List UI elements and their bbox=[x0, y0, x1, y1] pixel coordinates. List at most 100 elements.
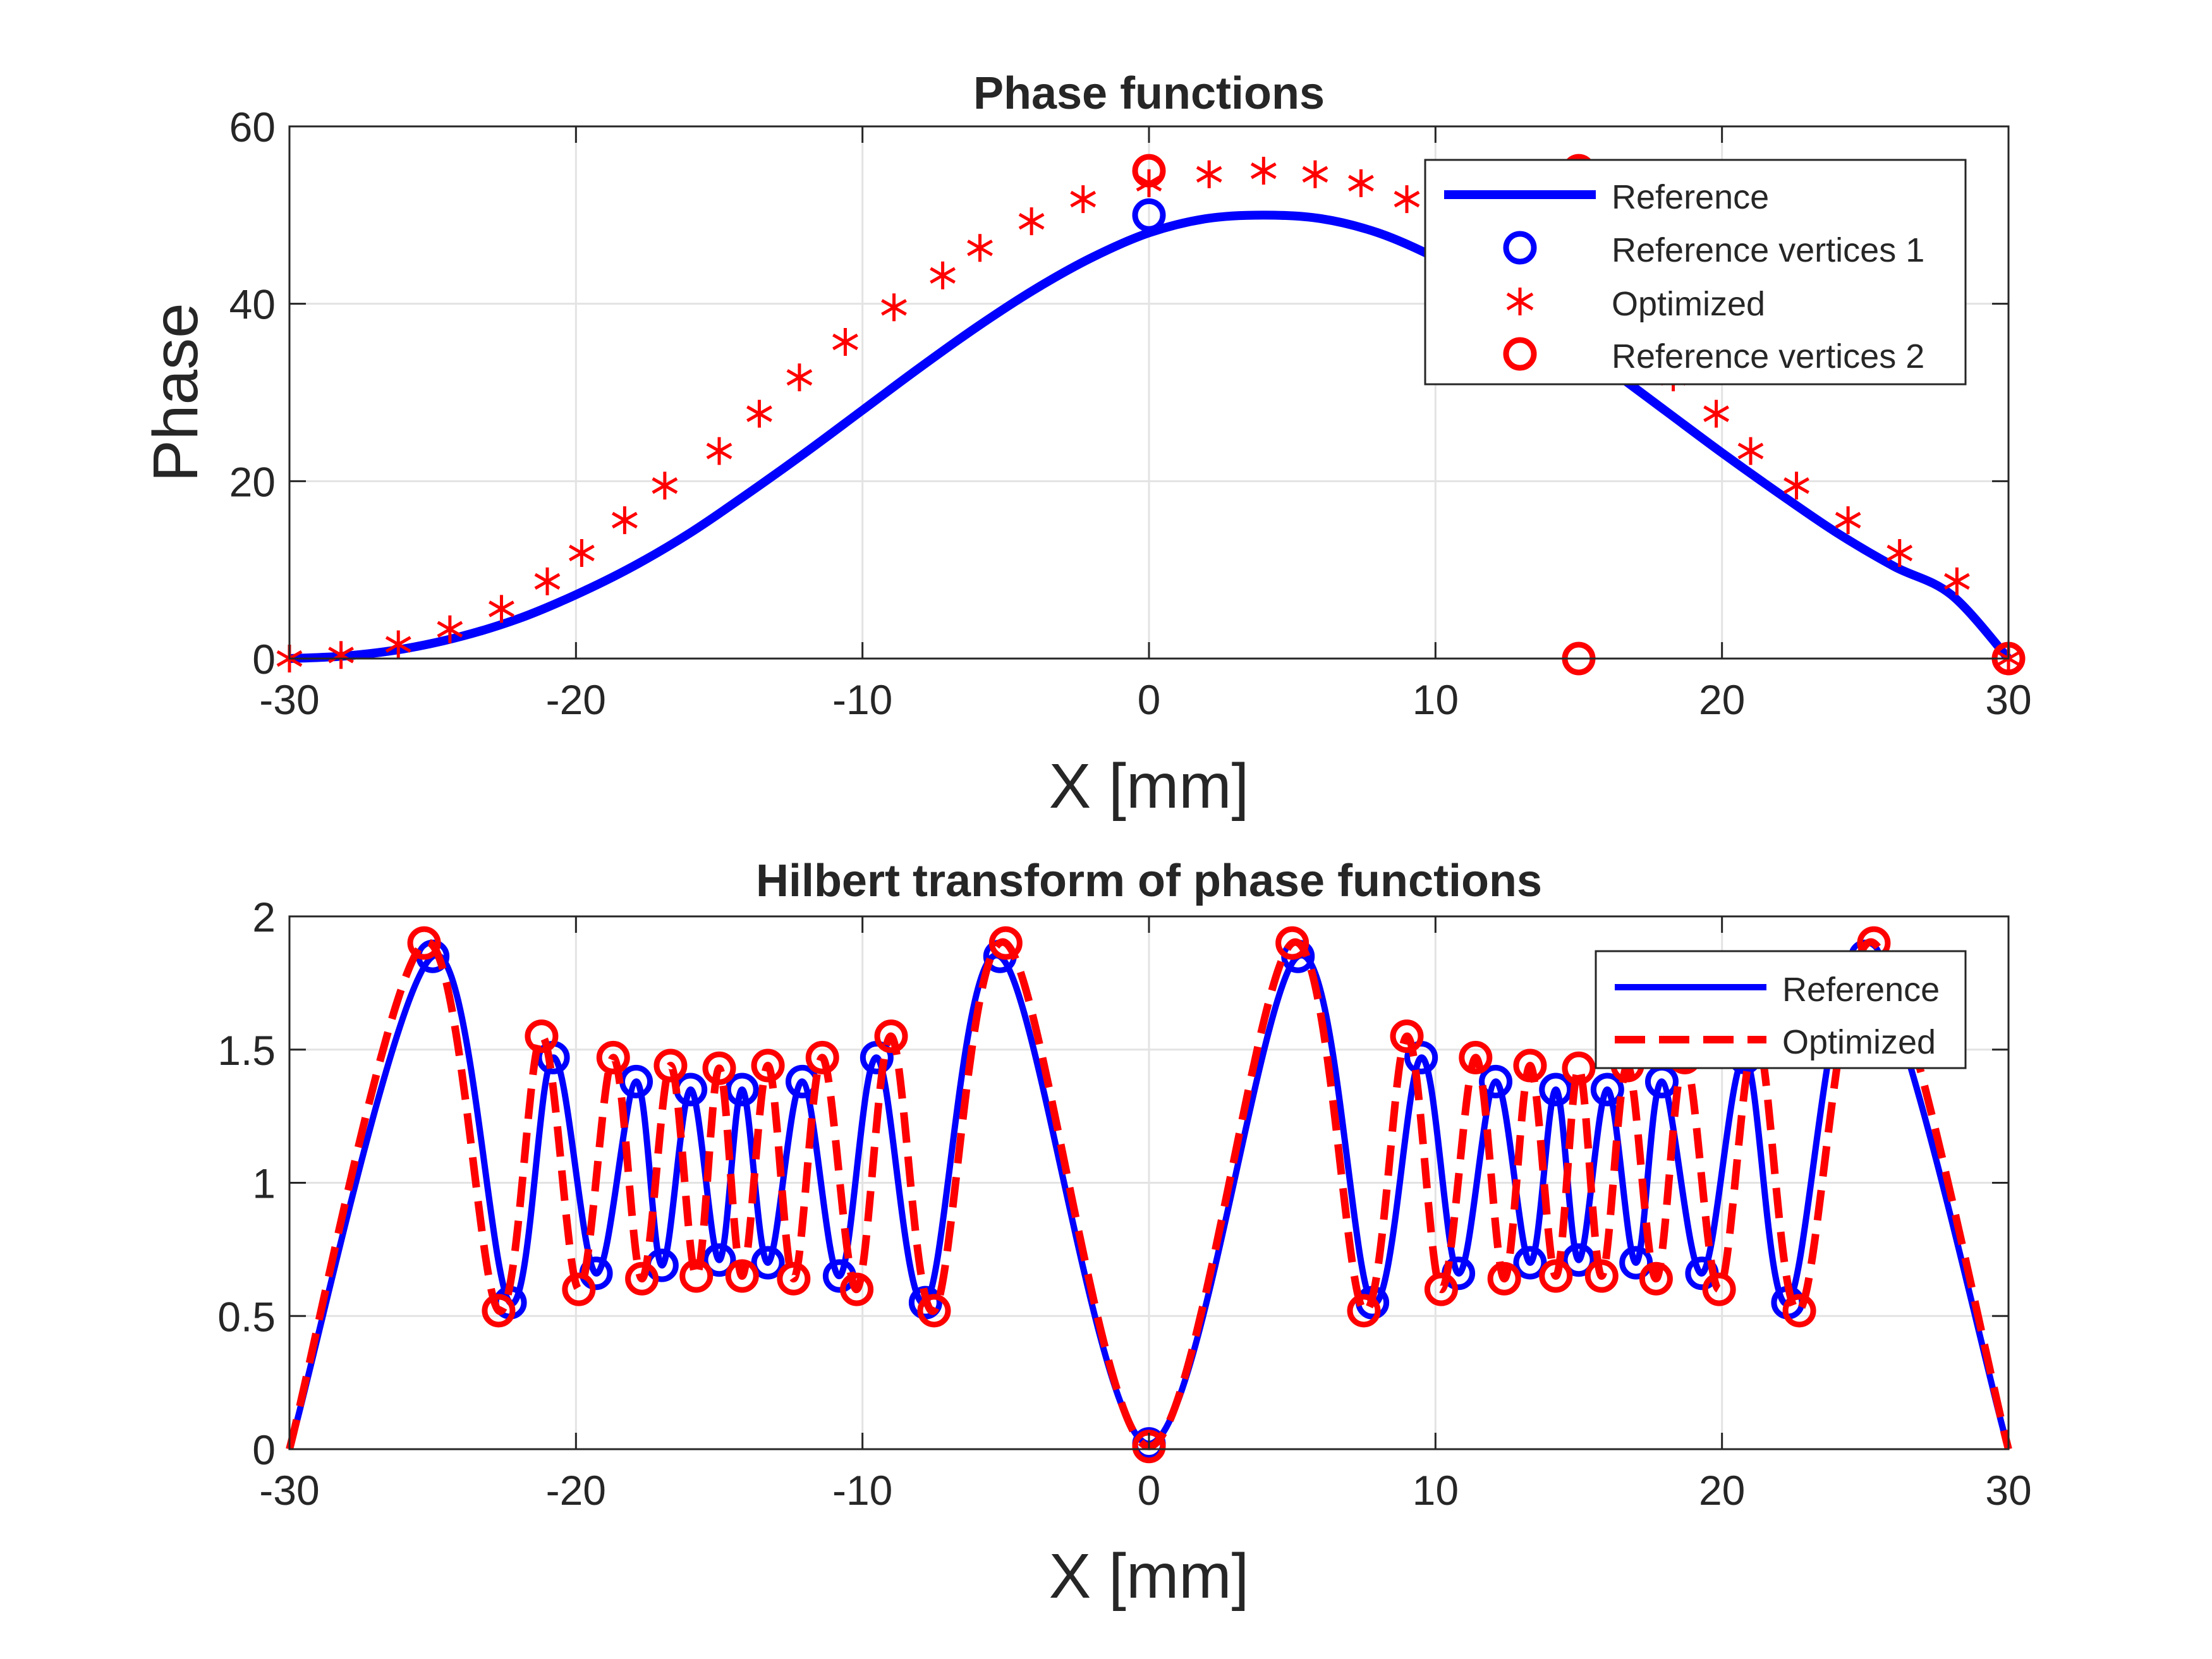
top-x-tick-label: -20 bbox=[546, 676, 606, 723]
bottom-x-tick-label: 30 bbox=[1985, 1467, 2031, 1514]
bottom-series-reference-vertices-point bbox=[1513, 1246, 1547, 1280]
bottom-series-reference-vertices-point bbox=[908, 1285, 942, 1320]
bottom-series-optimized-vertices-point bbox=[625, 1261, 659, 1296]
legend-swatch-optimized-asterisk bbox=[1506, 288, 1534, 315]
bottom-y-tick-label: 1.5 bbox=[217, 1027, 276, 1074]
top-series-optimized-point bbox=[1302, 160, 1328, 188]
bottom-series-optimized-vertices-point bbox=[1513, 1048, 1547, 1083]
top-series-optimized-point bbox=[930, 261, 956, 289]
top-series-optimized-point bbox=[1737, 437, 1764, 465]
top-series-optimized-point bbox=[1835, 506, 1861, 535]
bottom-series-reference-vertices-point bbox=[1539, 1073, 1573, 1107]
top-series-optimized-point bbox=[534, 567, 561, 595]
bottom-series-optimized-vertices-point bbox=[679, 1259, 714, 1293]
top-series-optimized-point bbox=[1703, 399, 1729, 428]
top-x-tick-label: 10 bbox=[1413, 676, 1459, 723]
top-series-reference-vertices-2-point bbox=[1132, 154, 1166, 188]
legend-swatch-ref-vertices-1 bbox=[1503, 231, 1537, 265]
bottom-series-reference-vertices-point bbox=[1562, 1243, 1596, 1277]
bottom-series-optimized-vertices-point bbox=[805, 1040, 839, 1074]
bottom-y-tick-label: 2 bbox=[252, 894, 276, 940]
bottom-x-tick-label: -30 bbox=[259, 1467, 319, 1514]
top-chart-title: Phase functions bbox=[973, 68, 1325, 119]
bottom-series-optimized-vertices-point bbox=[1584, 1259, 1619, 1293]
top-y-axis-label: Phase bbox=[140, 303, 211, 482]
bottom-series-optimized-vertices-point bbox=[1347, 1294, 1381, 1328]
bottom-series-optimized-vertices-point bbox=[1390, 1019, 1424, 1054]
legend-swatch-ref-vertices-2 bbox=[1503, 337, 1537, 371]
top-y-tick-label: 60 bbox=[229, 104, 276, 150]
legend-label-bottom-optimized: Optimized bbox=[1782, 1023, 1936, 1061]
bottom-ticks: -30 -20 -10 0 10 20 30 0 0.5 1 1.5 2 bbox=[217, 894, 2031, 1514]
top-x-axis-label: X [mm] bbox=[1049, 751, 1249, 822]
bottom-series-optimized-vertices-point bbox=[988, 926, 1023, 960]
bottom-series-optimized-vertices-point bbox=[1702, 1272, 1736, 1306]
bottom-series-optimized-vertices-point bbox=[1424, 1272, 1458, 1306]
top-series-reference-line bbox=[289, 210, 2012, 663]
bottom-series-optimized-vertices-point bbox=[596, 1040, 630, 1074]
bottom-series-optimized-vertices-point bbox=[562, 1272, 596, 1306]
bottom-series-reference-vertices-point bbox=[1479, 1064, 1513, 1098]
bottom-series-optimized-vertices-point bbox=[1132, 1430, 1166, 1464]
legend-label-bottom-reference: Reference bbox=[1782, 971, 1940, 1009]
top-series-optimized-point bbox=[881, 293, 907, 322]
top-series-optimized-point bbox=[1887, 539, 1913, 568]
bottom-y-tick-label: 1 bbox=[252, 1160, 276, 1207]
top-series-optimized-point bbox=[437, 615, 463, 643]
bottom-chart-title: Hilbert transform of phase functions bbox=[756, 856, 1542, 906]
bottom-x-axis-label: X [mm] bbox=[1049, 1541, 1249, 1612]
bottom-y-tick-label: 0 bbox=[252, 1426, 276, 1473]
top-x-tick-label: 0 bbox=[1138, 676, 1161, 723]
bottom-series-optimized-vertices-point bbox=[653, 1048, 688, 1083]
bottom-series-optimized-vertices-point bbox=[407, 926, 441, 960]
top-series-reference-vertices-1-point bbox=[1132, 198, 1166, 232]
bottom-series-optimized-vertices-point bbox=[840, 1272, 874, 1306]
top-x-tick-label: 30 bbox=[1985, 676, 2031, 723]
top-series-optimized-point bbox=[786, 363, 813, 392]
bottom-series-reference-vertices-point bbox=[751, 1246, 785, 1280]
bottom-x-tick-label: -20 bbox=[546, 1467, 606, 1514]
bottom-series-optimized-vertices-point bbox=[874, 1019, 908, 1054]
bottom-series-optimized-vertices-point bbox=[777, 1261, 811, 1296]
top-series-optimized-point bbox=[328, 641, 354, 669]
bottom-legend-box bbox=[1595, 950, 1967, 1069]
top-ticks: -30 -20 -10 0 10 20 30 0 20 40 60 bbox=[229, 104, 2032, 723]
legend-label-ref-vertices-2: Reference vertices 2 bbox=[1612, 337, 1924, 375]
top-series-optimized-point bbox=[1784, 471, 1809, 500]
bottom-series-optimized-vertices-point bbox=[1539, 1259, 1573, 1293]
top-series-optimized-point bbox=[1018, 207, 1045, 236]
bottom-series-optimized-vertices-point bbox=[1275, 926, 1310, 960]
bottom-series-optimized-vertices-point bbox=[1487, 1261, 1521, 1296]
legend-label-reference: Reference bbox=[1612, 178, 1769, 216]
top-series-optimized-point bbox=[612, 506, 638, 535]
top-series-optimized-point bbox=[1394, 185, 1420, 214]
top-series-optimized-point bbox=[1250, 157, 1277, 185]
top-series-optimized-point bbox=[706, 437, 732, 465]
top-y-tick-label: 20 bbox=[229, 458, 276, 505]
top-y-tick-label: 40 bbox=[229, 281, 276, 328]
bottom-series-reference-vertices-point bbox=[702, 1243, 736, 1277]
bottom-series-reference-vertices-point bbox=[1590, 1073, 1624, 1107]
top-series-optimized-point bbox=[1070, 185, 1097, 214]
bottom-x-tick-label: 0 bbox=[1138, 1467, 1161, 1514]
top-series-optimized-point bbox=[489, 595, 514, 623]
top-y-tick-label: 0 bbox=[252, 636, 276, 683]
bottom-series-optimized-vertices-point bbox=[1782, 1294, 1816, 1328]
bottom-x-tick-label: 10 bbox=[1413, 1467, 1459, 1514]
top-series-optimized-point bbox=[1348, 169, 1374, 197]
bottom-series-optimized-vertices-point bbox=[751, 1048, 785, 1083]
top-series-optimized-point bbox=[385, 630, 411, 659]
bottom-x-tick-label: 20 bbox=[1699, 1467, 1745, 1514]
top-series-optimized-point bbox=[832, 328, 858, 356]
legend-label-ref-vertices-1: Reference vertices 1 bbox=[1612, 231, 1924, 269]
bottom-x-tick-label: -10 bbox=[832, 1467, 892, 1514]
bottom-series-optimized-vertices-point bbox=[1459, 1040, 1493, 1074]
bottom-y-tick-label: 0.5 bbox=[217, 1293, 276, 1340]
chart-hilbert-transform: Hilbert transform of phase functions -30… bbox=[217, 856, 2031, 1612]
bottom-series-optimized-vertices-point bbox=[525, 1019, 559, 1054]
top-x-tick-label: -30 bbox=[259, 676, 319, 723]
bottom-series-reference-vertices-point bbox=[725, 1073, 759, 1107]
bottom-series-optimized-vertices-point bbox=[917, 1294, 951, 1328]
bottom-series bbox=[286, 926, 2012, 1464]
